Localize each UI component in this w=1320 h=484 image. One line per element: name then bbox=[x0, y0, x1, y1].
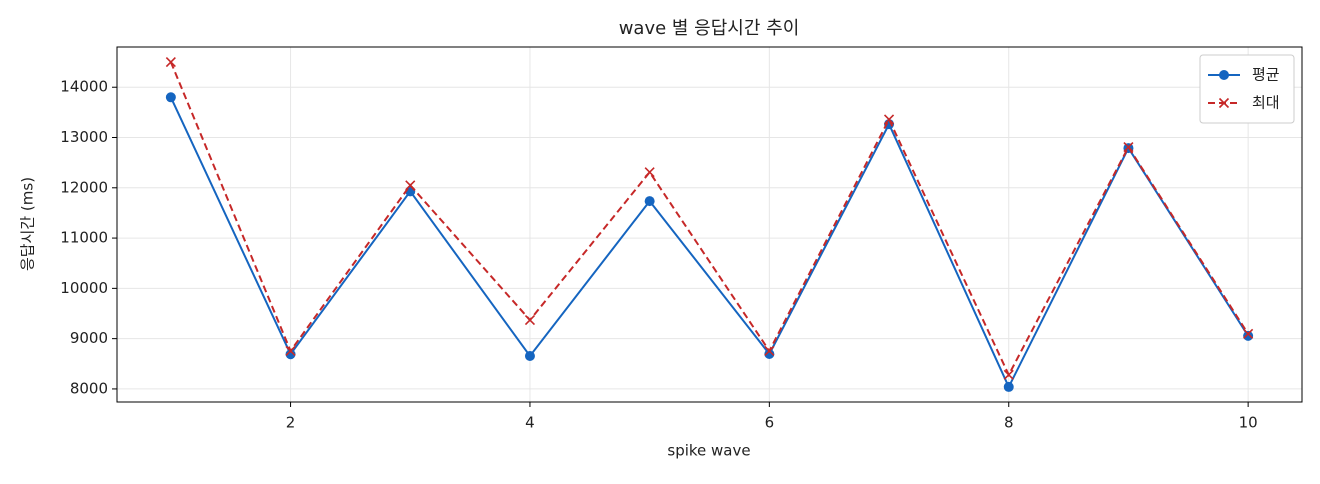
plot-frame bbox=[116, 46, 1303, 403]
data-point bbox=[764, 345, 775, 357]
y-tick-label: 9000 bbox=[70, 329, 108, 347]
series-line bbox=[169, 96, 1249, 390]
legend-marker bbox=[1218, 97, 1230, 109]
legend-label: 최대 bbox=[1252, 94, 1280, 112]
x-tick-label: 6 bbox=[765, 414, 775, 432]
data-point bbox=[1243, 330, 1254, 341]
data-point bbox=[883, 114, 895, 125]
legend-box bbox=[1199, 54, 1295, 124]
y-tick-label: 8000 bbox=[70, 379, 108, 397]
data-point bbox=[165, 57, 176, 68]
data-point bbox=[405, 180, 416, 191]
data-point bbox=[764, 348, 775, 359]
data-point bbox=[524, 350, 535, 361]
series-line bbox=[169, 61, 1249, 378]
x-tick-label: 2 bbox=[286, 414, 296, 432]
y-tick-label: 12000 bbox=[60, 178, 108, 196]
data-point bbox=[1243, 328, 1254, 339]
legend-marker bbox=[1219, 70, 1229, 80]
data-point bbox=[1003, 369, 1014, 380]
data-point bbox=[1123, 141, 1134, 153]
y-tick-label: 14000 bbox=[60, 78, 108, 96]
legend-label: 평균 bbox=[1252, 66, 1280, 84]
y-tick-label: 10000 bbox=[60, 279, 108, 297]
chart-title: wave 별 응답시간 추이 bbox=[619, 18, 800, 39]
data-point bbox=[644, 167, 655, 178]
x-tick-label: 8 bbox=[1004, 414, 1014, 432]
data-point bbox=[285, 345, 296, 357]
y-tick-label: 13000 bbox=[60, 128, 108, 146]
y-tick-label: 11000 bbox=[60, 229, 108, 247]
data-point bbox=[644, 196, 655, 207]
data-point bbox=[1003, 381, 1014, 392]
x-tick-label: 4 bbox=[525, 414, 535, 432]
x-tick-label: 10 bbox=[1239, 414, 1258, 432]
data-point bbox=[524, 314, 536, 326]
y-axis-label: 응답시간 (ms) bbox=[19, 177, 37, 271]
x-axis-label: spike wave bbox=[667, 442, 750, 460]
data-point bbox=[165, 92, 176, 103]
data-point bbox=[285, 349, 296, 360]
